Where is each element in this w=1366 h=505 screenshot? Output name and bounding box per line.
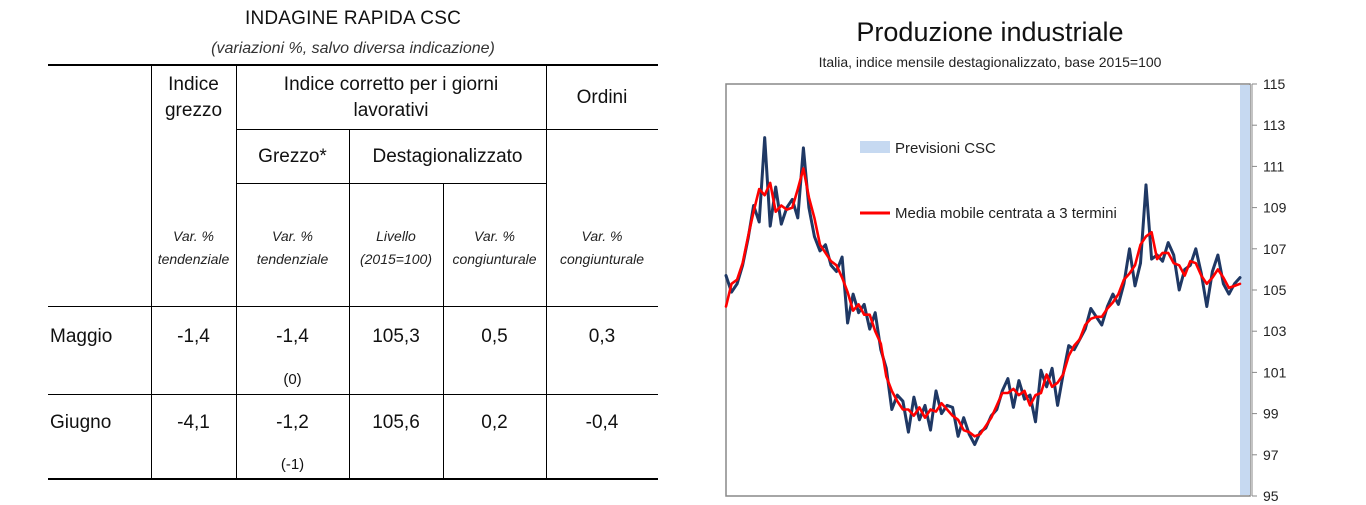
subheader-col-3-line2: (2015=100) <box>359 251 432 267</box>
y-tick-label: 103 <box>1263 323 1287 339</box>
cell-giugno-col-2: -1,2 <box>276 412 309 433</box>
cell-giugno-col-3: 105,6 <box>372 412 420 433</box>
y-tick-label: 109 <box>1263 200 1287 216</box>
subheader-col-1-line1: Var. % <box>173 228 214 244</box>
series-group <box>724 136 1242 446</box>
header-destagionalizzato: Destagionalizzato <box>372 146 523 167</box>
plot-frame <box>725 83 1251 497</box>
row-label-giugno: Giugno <box>50 412 112 433</box>
cell-giugno-col-1: -4,1 <box>177 412 210 433</box>
y-tick-label: 95 <box>1263 488 1279 504</box>
y-tick-label: 105 <box>1263 282 1287 298</box>
subheader-col-1: Var. % tendenziale <box>151 210 236 286</box>
cell-maggio-col-5: 0,3 <box>588 326 616 347</box>
cell-maggio-paren: (0) <box>283 370 302 388</box>
forecast-band-group <box>1240 85 1250 495</box>
table-rule-header-bottom <box>48 306 658 307</box>
industrial-production-chart: Produzione industriale Italia, indice me… <box>700 0 1366 505</box>
table-vline-1 <box>151 66 152 478</box>
subheader-col-4-line2: congiunturale <box>452 251 537 267</box>
subheader-col-2-line2: tendenziale <box>256 251 329 267</box>
subheader-col-5: Var. % congiunturale <box>546 210 658 286</box>
header-indice-grezzo-line2: grezzo <box>164 100 223 121</box>
cell-maggio-col-2: -1,4 <box>276 326 309 347</box>
table-subtitle: (variazioni %, salvo diversa indicazione… <box>211 40 495 57</box>
y-axis: 95 97 99 101 103 105 107 109 111 113 115 <box>1251 76 1287 504</box>
cell-giugno-col-4: 0,2 <box>481 412 508 433</box>
y-tick-label: 115 <box>1263 76 1286 92</box>
subheader-col-4: Var. % congiunturale <box>443 210 546 286</box>
subheader-col-4-line1: Var. % <box>474 228 515 244</box>
legend-label-forecast: Previsioni CSC <box>895 140 996 157</box>
cell-maggio-col-3: 105,3 <box>372 326 420 347</box>
table-bottom-rule <box>48 478 658 480</box>
y-tick-label: 111 <box>1263 158 1284 174</box>
subheader-col-3: Livello (2015=100) <box>349 210 443 286</box>
header-indice-corretto-line1: Indice corretto per i giorni <box>283 74 499 95</box>
quick-survey-table: INDAGINE RAPIDA CSC (variazioni %, salvo… <box>0 0 660 505</box>
y-tick-label: 113 <box>1263 117 1286 133</box>
header-indice-corretto-line2: lavorativi <box>353 100 429 121</box>
plot-area <box>725 83 1251 497</box>
cell-maggio-col-4: 0,5 <box>481 326 508 347</box>
subheader-col-5-line1: Var. % <box>581 228 623 244</box>
table-vline-4 <box>443 184 444 478</box>
table-vline-3 <box>349 130 350 478</box>
legend-label-moving-average: Media mobile centrata a 3 termini <box>895 205 1117 222</box>
row-label-maggio: Maggio <box>50 326 113 347</box>
table-rule-row-1 <box>48 394 658 395</box>
subheader-col-2: Var. % tendenziale <box>236 210 349 286</box>
subheader-col-3-line1: Livello <box>376 228 416 244</box>
chart-title: Produzione industriale <box>856 17 1124 47</box>
cell-giugno-col-5: -0,4 <box>585 412 619 433</box>
legend: Previsioni CSC Media mobile centrata a 3 … <box>860 140 1117 222</box>
chart-subtitle: Italia, indice mensile destagionalizzato… <box>818 54 1162 70</box>
legend-swatch-forecast <box>860 141 890 153</box>
cell-giugno-paren: (-1) <box>280 455 305 473</box>
series-line-moving-average <box>724 167 1242 438</box>
header-ordini: Ordini <box>576 87 628 108</box>
y-tick-label: 97 <box>1263 447 1279 463</box>
table-top-rule <box>48 64 658 66</box>
y-tick-label: 107 <box>1263 241 1287 257</box>
forecast-band <box>1240 85 1250 495</box>
table-vline-5 <box>546 66 547 478</box>
table-vline-2 <box>236 66 237 478</box>
table-title: INDAGINE RAPIDA CSC <box>244 8 461 29</box>
header-indice-corretto: Indice corretto per i giorni lavorativi <box>236 68 546 128</box>
subheader-col-5-line2: congiunturale <box>559 251 645 267</box>
header-indice-grezzo: Indice grezzo <box>151 68 236 128</box>
cell-maggio-col-1: -1,4 <box>177 326 210 347</box>
y-tick-label: 99 <box>1263 406 1279 422</box>
chart-svg: Previsioni CSC Media mobile centrata a 3 … <box>724 76 1287 504</box>
table-rule-subheader-1 <box>236 129 658 130</box>
header-indice-grezzo-line1: Indice <box>168 74 219 95</box>
subheader-col-1-line2: tendenziale <box>157 251 230 267</box>
subheader-col-2-line1: Var. % <box>272 228 313 244</box>
y-tick-label: 101 <box>1263 364 1287 380</box>
table-rule-subheader-2 <box>236 183 546 184</box>
header-grezzo-star: Grezzo* <box>258 146 327 167</box>
